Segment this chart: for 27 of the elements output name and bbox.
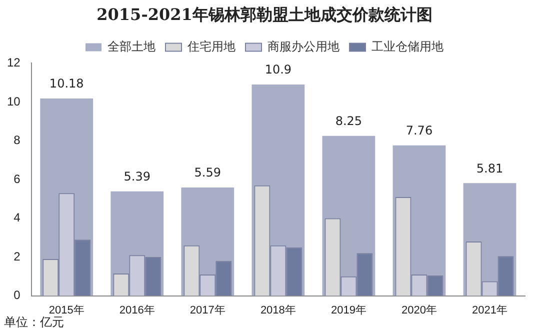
data-label: 5.39 bbox=[124, 169, 150, 184]
x-tick-label: 2017年 bbox=[190, 304, 226, 316]
chart-title: 2015-2021年锡林郭勒盟土地成交价款统计图 bbox=[96, 4, 432, 24]
y-tick-label: 8 bbox=[14, 133, 21, 148]
y-tick-label: 0 bbox=[14, 288, 21, 302]
data-label: 10.9 bbox=[264, 62, 292, 77]
y-tick-label: 12 bbox=[6, 56, 21, 70]
x-tick-label: 2019年 bbox=[330, 304, 366, 316]
x-tick-label: 2016年 bbox=[119, 304, 155, 316]
y-tick-label: 6 bbox=[14, 172, 21, 186]
legend-label: 工业仓储用地 bbox=[372, 40, 444, 54]
data-label: 8.25 bbox=[335, 114, 362, 128]
legend-label: 全部土地 bbox=[108, 40, 156, 54]
x-tick-label: 2020年 bbox=[401, 304, 437, 316]
data-label: 7.76 bbox=[406, 124, 433, 138]
y-tick-label: 2 bbox=[14, 249, 21, 264]
y-tick-label: 4 bbox=[14, 210, 21, 225]
data-label: 5.81 bbox=[476, 161, 504, 176]
legend-label: 商服办公用地 bbox=[268, 40, 340, 54]
data-label: 10.18 bbox=[49, 76, 84, 91]
data-label: 5.59 bbox=[194, 166, 222, 180]
legend-label: 住宅用地 bbox=[186, 40, 236, 54]
x-tick-label: 2015年 bbox=[48, 304, 84, 316]
x-tick-label: 2021年 bbox=[472, 304, 508, 316]
text: 单位：亿元 bbox=[4, 314, 64, 331]
y-tick-label: 10 bbox=[6, 94, 21, 108]
x-tick-label: 2018年 bbox=[260, 304, 296, 316]
